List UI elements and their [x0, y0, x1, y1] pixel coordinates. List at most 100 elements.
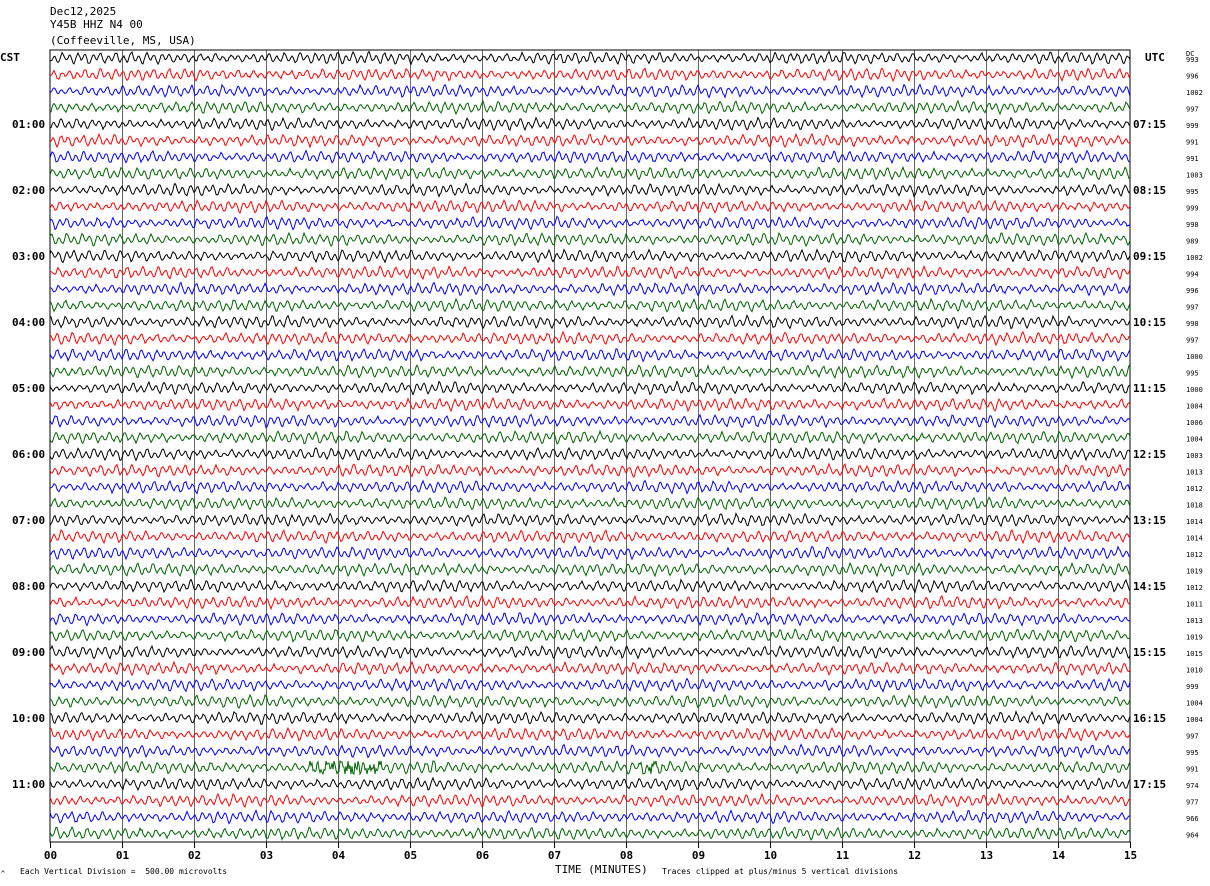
dc-offset-label: 977 [1186, 799, 1199, 807]
dc-offset-label: 1002 [1186, 89, 1203, 97]
left-hour-label: 03:00 [12, 250, 45, 263]
dc-offset-label: 966 [1186, 815, 1199, 823]
left-hour-label: 07:00 [12, 514, 45, 527]
right-hour-label: 12:15 [1133, 448, 1166, 461]
x-tick-label: 00 [44, 849, 57, 862]
dc-offset-label: 997 [1186, 337, 1199, 345]
x-tick-label: 02 [188, 849, 201, 862]
trace-row-2 [49, 83, 1131, 99]
right-timezone-label: UTC [1145, 51, 1165, 64]
dc-column-label: DC [1186, 50, 1195, 58]
right-hour-label: 09:15 [1133, 250, 1166, 263]
trace-row-37 [49, 660, 1131, 677]
dc-offset-label: 993 [1186, 56, 1199, 64]
left-hour-label: 04:00 [12, 316, 45, 329]
trace-row-20 [49, 380, 1131, 396]
trace-row-11 [49, 231, 1131, 248]
dc-offset-label: 1012 [1186, 485, 1203, 493]
dc-offset-label: 1004 [1186, 700, 1203, 708]
dc-offset-label: 999 [1186, 683, 1199, 691]
trace-row-28 [49, 512, 1131, 528]
dc-offset-label: 1003 [1186, 172, 1203, 180]
left-hour-label: 06:00 [12, 448, 45, 461]
dc-offset-label: 964 [1186, 832, 1199, 840]
trace-row-38 [49, 677, 1131, 693]
x-tick-label: 03 [260, 849, 273, 862]
right-hour-label: 08:15 [1133, 184, 1166, 197]
trace-row-0 [49, 50, 1131, 66]
trace-row-31 [49, 561, 1131, 578]
trace-row-27 [49, 496, 1131, 512]
trace-row-7 [49, 165, 1131, 181]
right-hour-label: 07:15 [1133, 118, 1166, 131]
trace-row-46 [49, 809, 1131, 825]
trace-layer [49, 50, 1131, 841]
dc-offset-label: 1013 [1186, 469, 1203, 477]
left-hour-label: 09:00 [12, 646, 45, 659]
trace-row-14 [49, 281, 1131, 297]
plot-frame [49, 49, 1131, 843]
trace-row-3 [49, 99, 1131, 116]
dc-offset-label: 998 [1186, 320, 1199, 328]
clip-note: Traces clipped at plus/minus 5 vertical … [662, 867, 899, 876]
trace-row-23 [49, 429, 1131, 445]
header-location: (Coffeeville, MS, USA) [50, 34, 196, 47]
trace-row-32 [49, 578, 1131, 594]
trace-row-41 [49, 726, 1131, 743]
right-hour-label: 16:15 [1133, 712, 1166, 725]
label-layer: 00 01 02 03 04 05 06 07 08 09 10 11 12 13 14 1599399610… [12, 56, 1203, 862]
left-hour-label: 10:00 [12, 712, 45, 725]
dc-offset-label: 1000 [1186, 353, 1203, 361]
header-date: Dec12,2025 [50, 5, 117, 18]
dc-offset-label: 997 [1186, 733, 1199, 741]
trace-row-17 [49, 330, 1131, 347]
x-tick-label: 04 [332, 849, 346, 862]
scale-note: Each Vertical Division = 500.00 microvol… [20, 867, 228, 876]
trace-row-15 [49, 297, 1131, 313]
x-tick-label: 05 [404, 849, 417, 862]
dc-offset-label: 996 [1186, 287, 1199, 295]
dc-offset-label: 991 [1186, 139, 1199, 147]
dc-offset-label: 995 [1186, 188, 1199, 196]
trace-row-10 [49, 215, 1131, 231]
dc-offset-label: 989 [1186, 238, 1199, 246]
left-timezone-label: CST [0, 51, 20, 64]
x-tick-label: 14 [1052, 849, 1066, 862]
dc-offset-label: 1010 [1186, 667, 1203, 675]
trace-row-43 [49, 759, 1131, 776]
dc-offset-label: 974 [1186, 782, 1199, 790]
x-tick-label: 13 [980, 849, 993, 862]
trace-row-16 [49, 314, 1131, 330]
dc-offset-label: 999 [1186, 122, 1199, 130]
trace-row-21 [49, 396, 1131, 413]
trace-row-40 [49, 709, 1131, 726]
trace-row-4 [49, 116, 1131, 132]
right-hour-label: 11:15 [1133, 382, 1166, 395]
x-tick-label: 11 [836, 849, 850, 862]
trace-row-19 [49, 364, 1131, 380]
trace-row-5 [49, 132, 1131, 149]
dc-offset-label: 995 [1186, 370, 1199, 378]
dc-offset-label: 1004 [1186, 436, 1203, 444]
trace-row-25 [49, 462, 1131, 478]
x-tick-label: 07 [548, 849, 561, 862]
trace-row-47 [49, 825, 1131, 841]
corner-mark: ^ [1, 870, 6, 878]
x-axis-title: TIME (MINUTES) [555, 863, 648, 876]
right-hour-label: 15:15 [1133, 646, 1166, 659]
left-hour-label: 01:00 [12, 118, 45, 131]
dc-offset-label: 997 [1186, 304, 1199, 312]
left-hour-label: 08:00 [12, 580, 45, 593]
dc-offset-label: 1004 [1186, 716, 1203, 724]
x-tick-label: 08 [620, 849, 633, 862]
trace-row-30 [49, 545, 1130, 561]
right-hour-label: 17:15 [1133, 778, 1166, 791]
trace-row-29 [49, 529, 1131, 545]
trace-row-39 [49, 693, 1131, 709]
dc-offset-label: 1013 [1186, 617, 1203, 625]
dc-offset-label: 999 [1186, 205, 1199, 213]
trace-row-6 [49, 149, 1131, 165]
header-station: Y45B HHZ N4 00 [50, 18, 143, 31]
dc-offset-label: 1012 [1186, 551, 1203, 559]
trace-row-13 [49, 265, 1131, 281]
